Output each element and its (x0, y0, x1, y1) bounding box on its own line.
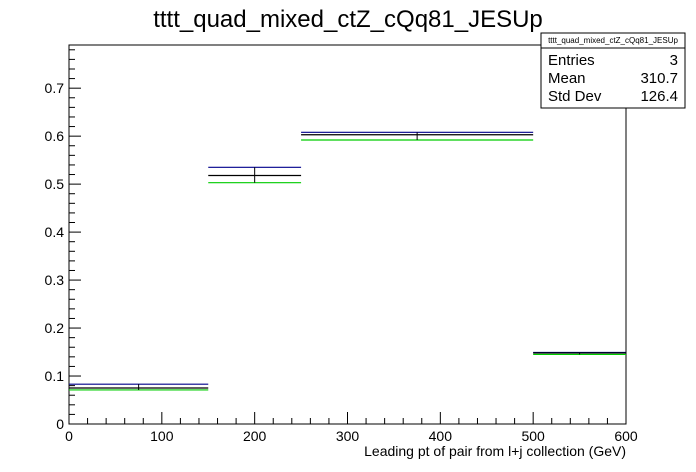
y-axis: 0 0.1 0.2 0.3 0.4 0.5 0.6 0.7 (45, 49, 81, 432)
stats-entries-label: Entries (548, 52, 595, 69)
stats-box-title: tttt_quad_mixed_ctZ_cQq81_JESUp (548, 36, 678, 45)
x-tick-label: 600 (614, 428, 638, 444)
stats-mean-label: Mean (548, 70, 586, 87)
x-tick-label: 0 (65, 428, 73, 444)
x-axis: 0 100 200 300 400 500 600 (65, 412, 638, 444)
x-tick-label: 200 (243, 428, 267, 444)
x-axis-label: Leading pt of pair from l+j collection (… (364, 443, 626, 459)
x-tick-label: 400 (429, 428, 453, 444)
x-tick-label: 100 (150, 428, 174, 444)
y-tick-label: 0.4 (45, 224, 65, 240)
y-tick-label: 0.6 (45, 128, 65, 144)
x-tick-label: 300 (336, 428, 360, 444)
stats-stddev-label: Std Dev (548, 88, 602, 105)
histogram-series (69, 131, 626, 391)
stats-mean-value: 310.7 (640, 70, 678, 87)
y-tick-label: 0.2 (45, 320, 65, 336)
y-tick-label: 0.1 (45, 368, 65, 384)
y-tick-label: 0.7 (45, 80, 65, 96)
stats-box: tttt_quad_mixed_ctZ_cQq81_JESUp Entries … (540, 32, 686, 109)
x-tick-label: 500 (521, 428, 545, 444)
y-tick-label: 0 (56, 416, 64, 432)
stats-box-frame (540, 32, 686, 109)
stats-entries-value: 3 (670, 52, 678, 69)
stats-stddev-value: 126.4 (640, 88, 678, 105)
chart-title: tttt_quad_mixed_ctZ_cQq81_JESUp (153, 6, 543, 33)
y-tick-label: 0.5 (45, 176, 65, 192)
y-tick-label: 0.3 (45, 272, 65, 288)
